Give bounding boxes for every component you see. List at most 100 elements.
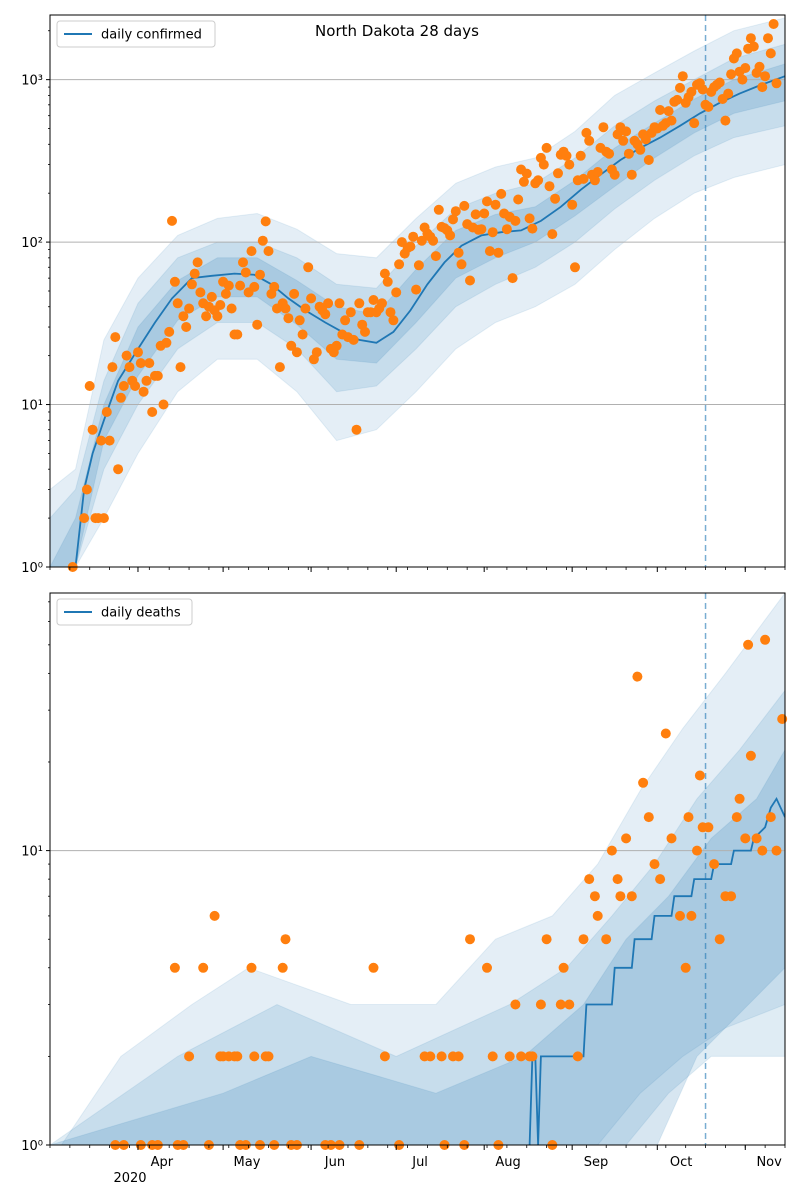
data-point xyxy=(385,307,396,318)
data-point xyxy=(709,859,720,870)
data-point xyxy=(757,82,768,93)
data-point xyxy=(689,118,700,129)
data-point xyxy=(777,714,788,724)
x-tick-label: Sep xyxy=(584,1155,609,1170)
data-point xyxy=(394,259,405,270)
data-point xyxy=(345,307,356,318)
data-point xyxy=(164,326,175,337)
data-point xyxy=(723,88,734,99)
data-point xyxy=(564,999,575,1010)
data-point xyxy=(388,315,399,326)
data-point xyxy=(289,288,300,299)
data-point xyxy=(740,63,751,73)
data-point xyxy=(433,204,444,215)
data-point xyxy=(450,206,461,217)
data-point xyxy=(663,106,674,117)
data-point xyxy=(294,315,305,326)
data-point xyxy=(186,279,197,290)
data-point xyxy=(655,874,666,885)
data-point xyxy=(445,230,456,241)
y-tick-label: 10¹ xyxy=(21,845,43,860)
data-point xyxy=(501,224,512,235)
data-point xyxy=(249,281,260,292)
data-point xyxy=(411,284,422,295)
x-tick-label: Apr xyxy=(151,1155,174,1170)
data-point xyxy=(541,142,552,153)
data-point xyxy=(612,874,623,885)
band-outer xyxy=(50,593,785,1145)
data-point xyxy=(626,891,637,902)
data-point xyxy=(553,168,563,179)
data-point xyxy=(206,291,217,302)
data-point xyxy=(115,392,126,403)
data-point xyxy=(405,241,416,252)
data-point xyxy=(623,148,634,159)
data-point xyxy=(592,167,603,177)
data-point xyxy=(561,150,572,161)
data-point xyxy=(320,309,331,320)
data-point xyxy=(300,303,311,314)
data-point xyxy=(195,287,206,298)
data-point xyxy=(257,235,268,246)
data-point xyxy=(675,910,685,921)
data-point xyxy=(479,208,490,219)
data-point xyxy=(672,94,683,105)
data-point xyxy=(465,275,475,286)
legend: daily deaths xyxy=(56,598,193,626)
data-point xyxy=(269,281,280,292)
data-point xyxy=(169,962,180,973)
data-point xyxy=(453,1051,464,1062)
data-point xyxy=(734,793,745,804)
data-point xyxy=(626,169,637,180)
data-point xyxy=(621,126,632,137)
data-point xyxy=(476,224,487,235)
data-point xyxy=(609,169,620,180)
x-tick-label: Nov xyxy=(756,1155,782,1170)
confirmed-panel: 10⁰ 10¹ 10² 10³ North Dakota 28 days daily … xyxy=(21,14,786,576)
median-series-line xyxy=(528,796,785,1145)
data-point xyxy=(592,910,603,921)
data-point xyxy=(391,287,402,298)
data-point xyxy=(456,259,467,270)
data-point xyxy=(274,362,285,373)
data-point xyxy=(675,82,685,93)
data-point xyxy=(768,19,779,29)
data-point xyxy=(252,319,263,330)
data-point xyxy=(643,812,654,823)
data-point xyxy=(655,105,666,115)
data-point xyxy=(697,84,708,95)
data-point xyxy=(303,262,314,273)
deaths-panel: 10⁰ 10¹ Apr May Jun Jul Aug Sep Oct Nov daily de… xyxy=(21,592,788,1186)
x-ticks xyxy=(49,567,786,572)
y-tick-labels: 10⁰ 10¹ xyxy=(21,601,50,1154)
x-tick-label: May xyxy=(234,1155,261,1170)
data-point xyxy=(538,159,549,170)
data-point xyxy=(572,1051,583,1062)
data-point xyxy=(354,298,365,309)
data-point xyxy=(740,833,751,844)
data-point xyxy=(459,200,470,211)
data-point xyxy=(220,288,231,299)
data-point xyxy=(133,347,143,358)
data-point xyxy=(615,891,626,902)
data-point xyxy=(527,223,538,234)
band-inner xyxy=(50,748,785,1145)
data-point xyxy=(578,934,589,945)
data-point xyxy=(101,407,112,417)
x-ticks: Apr May Jun Jul Aug Sep Oct Nov xyxy=(49,1145,786,1170)
data-point xyxy=(240,267,251,278)
y-tick-labels: 10⁰ 10¹ 10² 10³ xyxy=(21,30,50,576)
data-point xyxy=(677,71,688,82)
data-point xyxy=(377,298,387,309)
data-point xyxy=(226,303,237,314)
data-point xyxy=(283,313,294,324)
data-point xyxy=(138,386,149,397)
legend-label: daily confirmed xyxy=(101,28,202,43)
data-point xyxy=(158,399,169,410)
data-point xyxy=(428,235,439,246)
data-point xyxy=(436,1051,447,1062)
data-point xyxy=(235,280,246,291)
data-point xyxy=(714,934,725,945)
data-point xyxy=(584,874,595,885)
data-point xyxy=(765,48,776,59)
